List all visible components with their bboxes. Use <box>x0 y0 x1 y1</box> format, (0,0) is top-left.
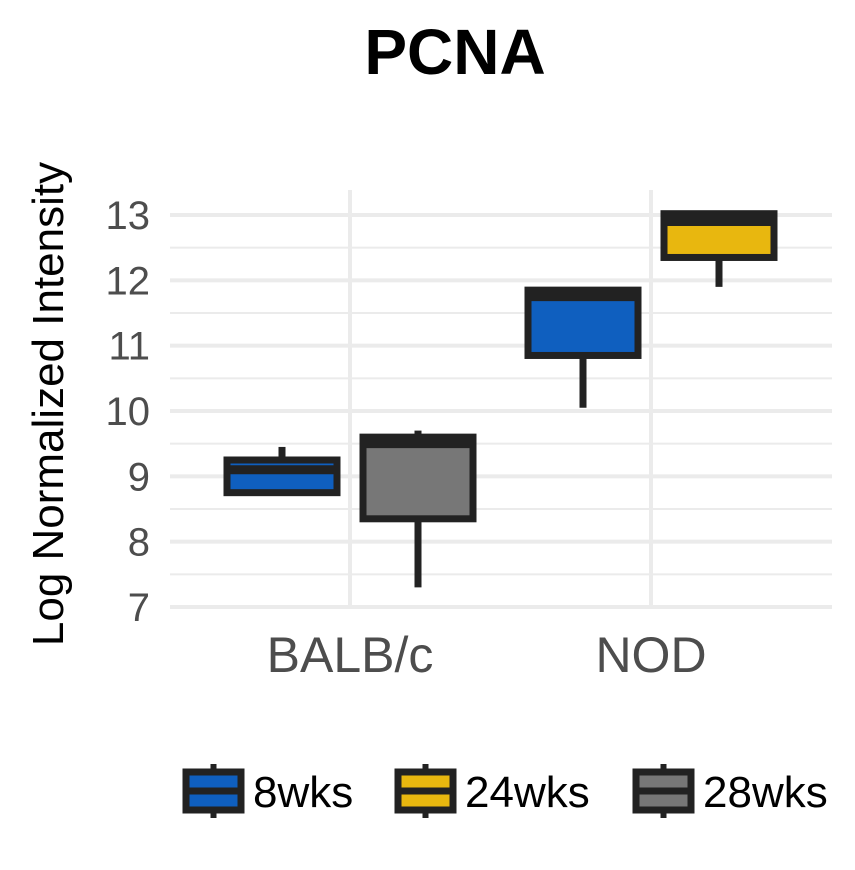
legend-label: 24wks <box>465 768 590 817</box>
legend: 8wks 24wks 28wks <box>182 764 828 818</box>
legend-label: 28wks <box>703 768 828 817</box>
legend-item-8wks: 8wks <box>182 764 353 818</box>
legend-item-28wks: 28wks <box>632 764 828 818</box>
box-8wks-nod <box>524 286 642 408</box>
box-28wks-balbc <box>359 430 477 588</box>
y-axis-label: Log Normalized Intensity <box>24 162 73 646</box>
x-tick-label: NOD <box>595 627 706 683</box>
y-tick-label: 10 <box>106 390 151 434</box>
box-8wks-balbc <box>223 446 341 497</box>
chart-title: PCNA <box>364 16 545 88</box>
box-body <box>223 456 341 497</box>
box-body <box>359 433 477 523</box>
y-tick-labels: 7 8 9 10 11 12 13 <box>106 194 151 630</box>
boxes <box>223 210 778 588</box>
x-tick-labels: BALB/c NOD <box>267 627 707 683</box>
y-tick-label: 13 <box>106 194 151 238</box>
x-tick-label: BALB/c <box>267 627 434 683</box>
y-tick-label: 7 <box>128 586 150 630</box>
box-24wks-nod <box>660 210 778 287</box>
y-tick-label: 8 <box>128 521 150 565</box>
legend-item-24wks: 24wks <box>394 764 590 818</box>
y-tick-label: 11 <box>108 325 150 369</box>
y-tick-label: 9 <box>128 455 150 499</box>
y-tick-label: 12 <box>106 259 151 303</box>
legend-label: 8wks <box>253 768 353 817</box>
